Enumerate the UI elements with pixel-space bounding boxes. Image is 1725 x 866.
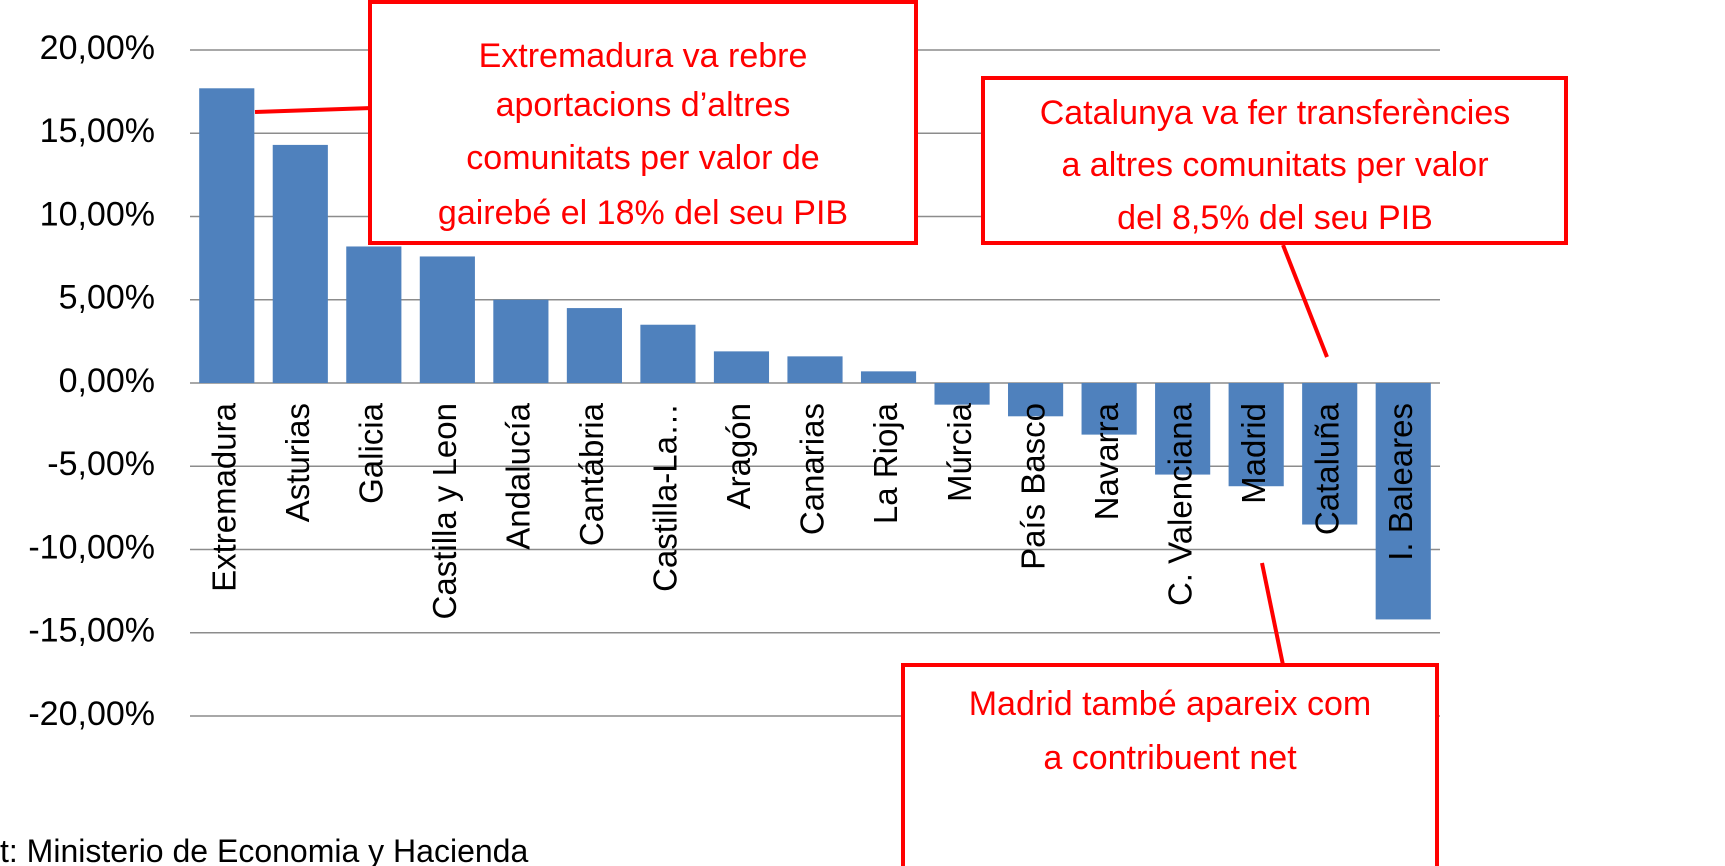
bar bbox=[199, 88, 255, 384]
callout-box bbox=[901, 663, 1439, 866]
x-tick-label: Galicia bbox=[353, 402, 390, 504]
x-tick-label: Aragón bbox=[720, 403, 757, 509]
bar bbox=[1008, 383, 1064, 417]
annotation-text: del 8,5% del seu PIB bbox=[1117, 199, 1433, 237]
bar bbox=[419, 256, 475, 383]
y-tick-label: 5,00% bbox=[59, 279, 155, 317]
x-tick-label: Navarra bbox=[1088, 402, 1125, 520]
x-tick-label: País Basco bbox=[1014, 403, 1051, 570]
bar bbox=[640, 324, 696, 383]
x-tick-label: Cataluña bbox=[1308, 402, 1345, 535]
annotation-text: a contribuent net bbox=[1043, 739, 1297, 777]
x-tick-label: Extremadura bbox=[205, 402, 242, 592]
bar bbox=[934, 383, 990, 405]
y-tick-label: -20,00% bbox=[28, 695, 155, 733]
bar bbox=[346, 246, 402, 383]
y-tick-label: -10,00% bbox=[28, 528, 155, 566]
annotation-text: Madrid també apareix com bbox=[969, 685, 1372, 723]
callout-line bbox=[254, 106, 373, 114]
x-tick-label: Castilla y Leon bbox=[426, 403, 463, 619]
x-tick-label: Canarias bbox=[794, 403, 831, 535]
callout-box bbox=[981, 76, 1568, 245]
y-tick-label: 15,00% bbox=[40, 112, 155, 150]
annotation-text: aportacions d’altres bbox=[496, 86, 791, 124]
annotation-text: Catalunya va fer transferències bbox=[1040, 94, 1511, 132]
source-note: t: Ministerio de Economia y Hacienda bbox=[0, 833, 528, 866]
x-tick-label: La Rioja bbox=[867, 402, 904, 524]
x-tick-label: C. Valenciana bbox=[1161, 402, 1198, 606]
bar bbox=[1155, 383, 1211, 475]
bar bbox=[787, 356, 843, 383]
bar bbox=[1375, 383, 1431, 620]
callout-line bbox=[1281, 244, 1329, 358]
bar bbox=[1081, 383, 1137, 435]
x-tick-label: I. Baleares bbox=[1382, 403, 1419, 561]
x-tick-label: Múrcia bbox=[941, 402, 978, 502]
y-tick-label: -5,00% bbox=[47, 445, 155, 483]
bar bbox=[566, 308, 622, 383]
annotation-text: gairebé el 18% del seu PIB bbox=[438, 194, 848, 232]
bar bbox=[272, 144, 328, 383]
y-tick-label: 10,00% bbox=[40, 195, 155, 233]
y-tick-label: 0,00% bbox=[59, 362, 155, 400]
callout-line bbox=[1260, 562, 1285, 666]
bar bbox=[713, 351, 770, 383]
annotation-text: Extremadura va rebre bbox=[479, 37, 808, 75]
bar bbox=[1302, 383, 1358, 525]
bar bbox=[1228, 383, 1284, 487]
bar bbox=[493, 299, 549, 383]
callout-box bbox=[368, 0, 918, 245]
x-tick-label: Andalucía bbox=[500, 402, 537, 549]
annotation-text: a altres comunitats per valor bbox=[1061, 146, 1488, 184]
x-tick-label: Madrid bbox=[1235, 403, 1272, 504]
bar bbox=[860, 371, 917, 383]
x-tick-label: Castilla-La… bbox=[647, 403, 684, 592]
annotation-text: comunitats per valor de bbox=[466, 139, 819, 177]
x-tick-label: Asturias bbox=[279, 403, 316, 522]
x-tick-label: Cantábria bbox=[573, 402, 610, 546]
y-tick-label: -15,00% bbox=[28, 612, 155, 650]
y-tick-label: 20,00% bbox=[40, 29, 155, 67]
